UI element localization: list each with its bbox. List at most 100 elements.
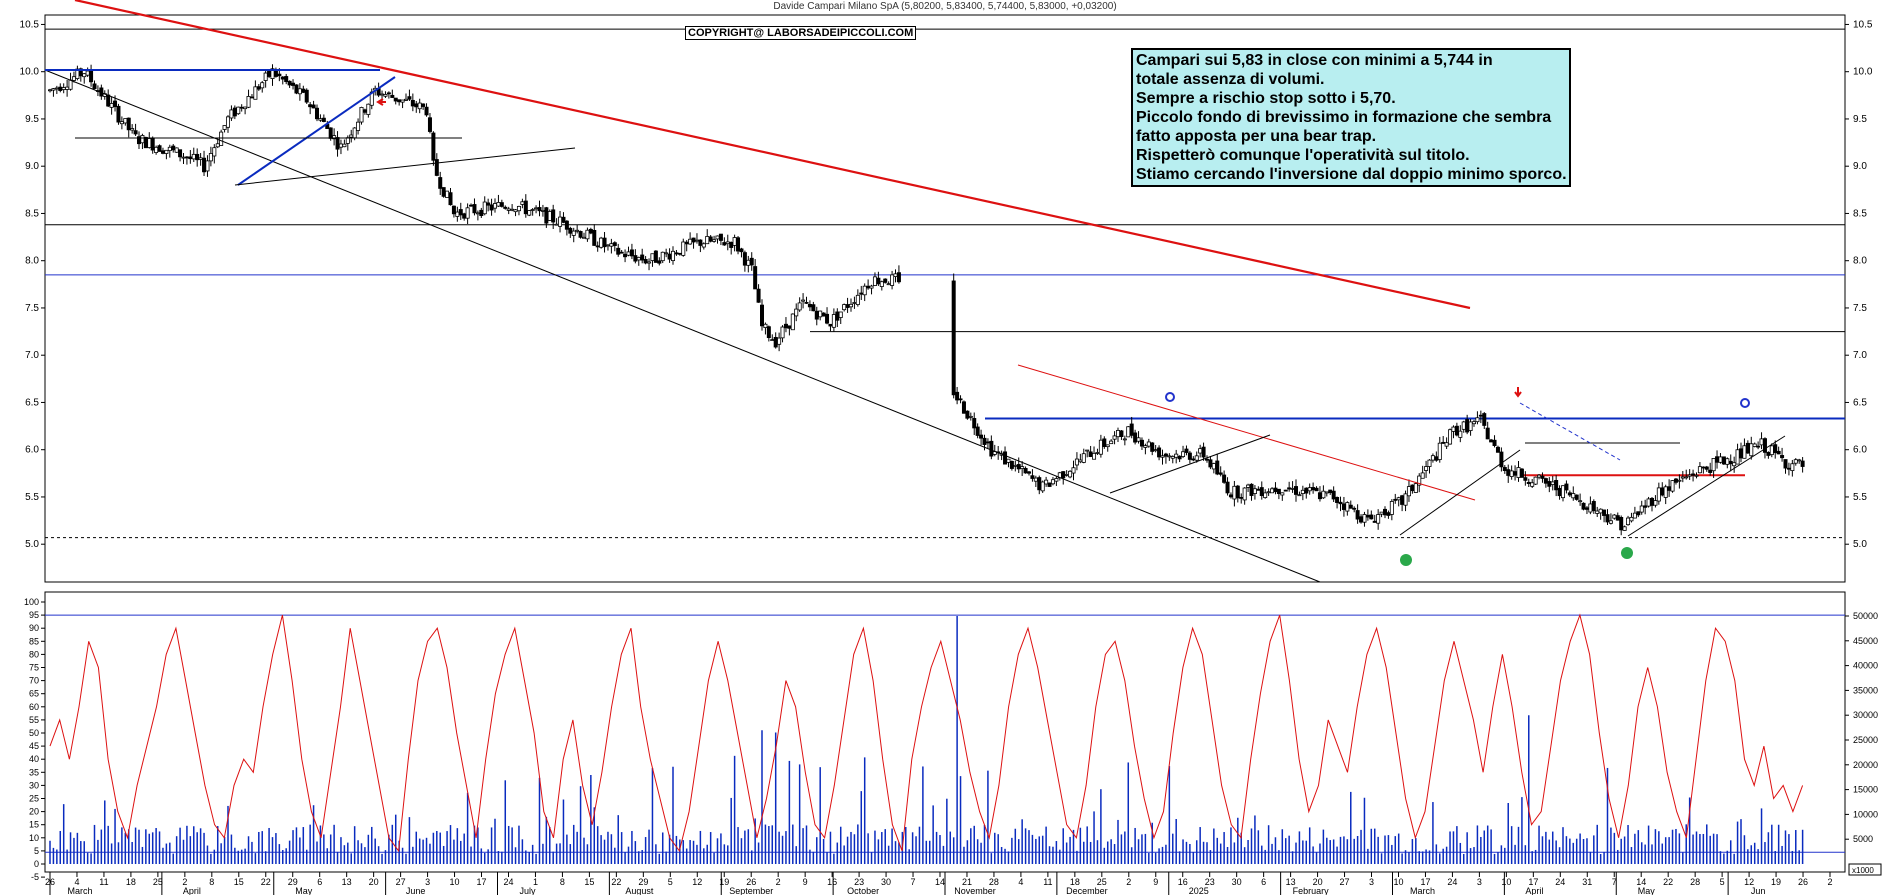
candle-body (1786, 467, 1791, 470)
candle (766, 325, 771, 342)
candle-body (684, 241, 689, 245)
candle (1626, 515, 1631, 526)
candle (1502, 465, 1507, 474)
candle (578, 230, 583, 239)
candle-body (116, 105, 121, 123)
day-tick-label: 13 (342, 877, 352, 887)
volume-tick-label: 5000 (1853, 834, 1873, 844)
candle-body (1307, 487, 1312, 492)
day-tick-label: 24 (1447, 877, 1457, 887)
candle-body (1759, 438, 1764, 446)
candle-body (167, 146, 172, 151)
candle (1023, 466, 1028, 474)
candle-body (1424, 466, 1429, 471)
price-tick-label-left: 10.0 (20, 67, 40, 78)
candle-body (1105, 444, 1110, 448)
candle (1215, 453, 1220, 476)
candle (1691, 469, 1696, 482)
candle-body (1129, 423, 1134, 436)
month-label: March (67, 886, 92, 895)
candle-body (301, 88, 306, 93)
candle (1280, 492, 1285, 501)
candle-body (554, 223, 559, 226)
candle-body (1300, 489, 1305, 494)
day-tick-label: 14 (935, 877, 945, 887)
candle-body (1482, 413, 1487, 426)
candle (807, 300, 812, 312)
candle-body (647, 261, 652, 264)
candle-body (1708, 469, 1713, 473)
candle (191, 147, 196, 163)
candle (1037, 475, 1042, 495)
candle-body (1218, 472, 1223, 475)
candle (1797, 458, 1802, 464)
candle (489, 198, 494, 216)
candle (249, 94, 254, 99)
candle-body (1287, 487, 1292, 490)
candle-body (109, 103, 114, 108)
candle (390, 89, 395, 99)
osc-tick-label: 85 (29, 636, 39, 646)
candle (1742, 438, 1747, 459)
candle-body (1150, 442, 1155, 452)
candle (1478, 410, 1483, 424)
candle (588, 227, 593, 235)
candle (116, 103, 121, 125)
candle-body (503, 206, 508, 209)
candle (1126, 426, 1131, 438)
candle (164, 149, 169, 160)
candle (1403, 490, 1408, 512)
candle-body (595, 245, 600, 248)
month-label: December (1066, 886, 1108, 895)
candle (609, 238, 614, 254)
candle (605, 244, 610, 251)
candle-body (1068, 470, 1073, 478)
candle-body (804, 301, 809, 304)
candle-body (831, 314, 836, 328)
candle (1143, 443, 1148, 455)
candle (845, 297, 850, 313)
day-tick-label: 26 (746, 877, 756, 887)
candle (749, 252, 754, 271)
candle-body (1605, 514, 1610, 523)
candle-body (1198, 448, 1203, 454)
candle (1314, 486, 1319, 492)
candle (1242, 487, 1247, 505)
candle (1495, 445, 1500, 453)
candle-body (821, 312, 826, 317)
volume-tick-label: 30000 (1853, 710, 1878, 720)
candle (1116, 427, 1121, 442)
candle-body (1660, 487, 1665, 496)
candle (202, 150, 207, 177)
candle (174, 147, 179, 153)
candle-body (58, 86, 63, 91)
candle-body (605, 244, 610, 247)
candle-body (438, 177, 443, 189)
candle-body (1718, 456, 1723, 463)
candle (1567, 490, 1572, 498)
candle (1745, 440, 1750, 454)
candle (1191, 456, 1196, 462)
candle (58, 83, 63, 93)
candle-body (688, 238, 693, 245)
candle (321, 114, 326, 123)
volume-tick-label: 25000 (1853, 735, 1878, 745)
candle-body (712, 239, 717, 242)
candle (1246, 483, 1251, 492)
candle-body (1537, 474, 1542, 478)
candle (527, 210, 532, 217)
candle (1564, 480, 1569, 494)
candle (1472, 419, 1477, 427)
candle (1078, 453, 1083, 464)
candle-body (1725, 458, 1730, 465)
candle (975, 423, 980, 439)
candle-body (1667, 486, 1672, 491)
candle-body (287, 80, 292, 86)
candle (1383, 506, 1388, 519)
candle (1643, 499, 1648, 515)
candle (441, 187, 446, 198)
candle-body (1074, 458, 1079, 466)
day-tick-label: 8 (209, 877, 214, 887)
candle (1187, 450, 1192, 464)
candle-body (280, 76, 285, 80)
